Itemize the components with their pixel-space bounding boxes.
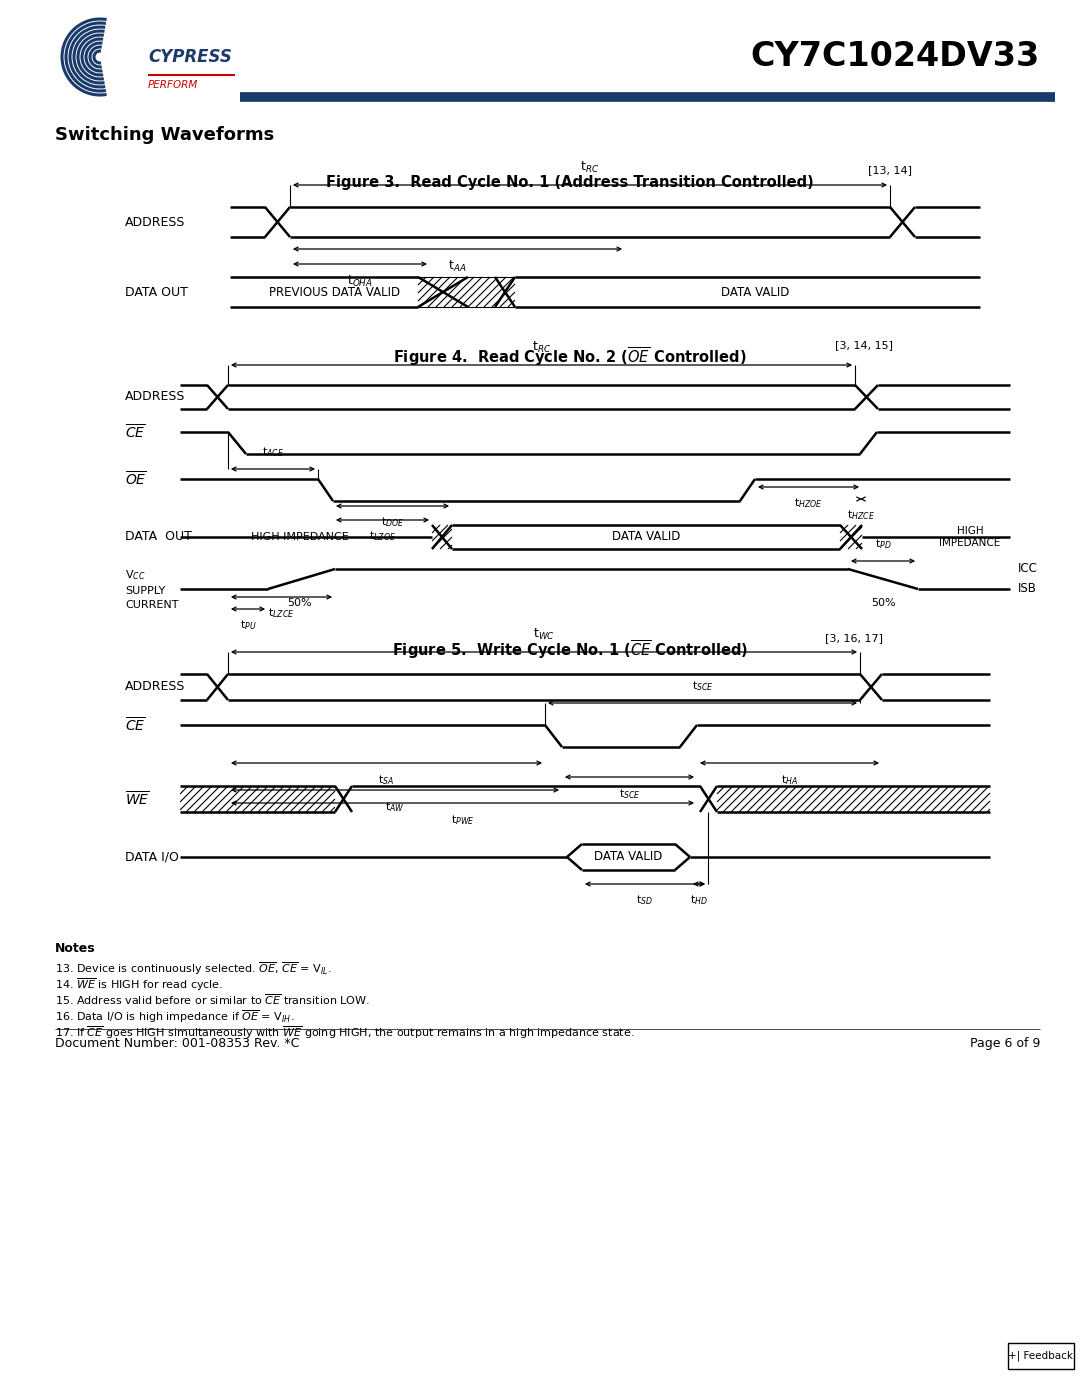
Text: PREVIOUS DATA VALID: PREVIOUS DATA VALID [269, 285, 401, 299]
Text: 13. Device is continuously selected. $\overline{OE}$, $\overline{CE}$ = V$_{IL}$: 13. Device is continuously selected. $\o… [55, 960, 332, 977]
Text: t$_{PWE}$: t$_{PWE}$ [450, 813, 474, 827]
Text: $\overline{CE}$: $\overline{CE}$ [125, 423, 146, 441]
Text: t$_{DOE}$: t$_{DOE}$ [381, 515, 404, 529]
Text: $\overline{OE}$: $\overline{OE}$ [125, 469, 147, 488]
Text: ADDRESS: ADDRESS [125, 215, 186, 229]
Text: Switching Waveforms: Switching Waveforms [55, 126, 274, 144]
Text: t$_{SA}$: t$_{SA}$ [378, 773, 394, 787]
Text: t$_{SD}$: t$_{SD}$ [636, 893, 653, 907]
Text: t$_{SCE}$: t$_{SCE}$ [691, 679, 714, 693]
Text: t$_{LZOE}$: t$_{LZOE}$ [369, 529, 396, 543]
Text: Figure 5.  Write Cycle No. 1 ($\overline{CE}$ Controlled): Figure 5. Write Cycle No. 1 ($\overline{… [392, 638, 748, 661]
Text: Figure 3.  Read Cycle No. 1 (Address Transition Controlled): Figure 3. Read Cycle No. 1 (Address Tran… [326, 175, 814, 190]
Text: t$_{HZCE}$: t$_{HZCE}$ [847, 509, 875, 522]
Text: DATA VALID: DATA VALID [594, 851, 663, 863]
Text: t$_{HA}$: t$_{HA}$ [781, 773, 798, 787]
Text: t$_{RC}$: t$_{RC}$ [580, 159, 599, 175]
Text: t$_{HD}$: t$_{HD}$ [690, 893, 708, 907]
Text: 50%: 50% [287, 598, 312, 608]
Text: t$_{PU}$: t$_{PU}$ [240, 617, 256, 631]
Text: ADDRESS: ADDRESS [125, 680, 186, 693]
Text: ISB: ISB [1018, 583, 1037, 595]
Text: 15. Address valid before or similar to $\overline{CE}$ transition LOW.: 15. Address valid before or similar to $… [55, 992, 370, 1007]
Text: V$_{CC}$
SUPPLY
CURRENT: V$_{CC}$ SUPPLY CURRENT [125, 569, 178, 610]
Text: CYPRESS: CYPRESS [148, 47, 232, 66]
Text: t$_{SCE}$: t$_{SCE}$ [619, 787, 640, 800]
Text: [3, 14, 15]: [3, 14, 15] [835, 339, 893, 351]
FancyBboxPatch shape [1008, 1343, 1074, 1369]
Text: 50%: 50% [870, 598, 895, 608]
Text: 17. If $\overline{CE}$ goes HIGH simultaneously with $\overline{WE}$ going HIGH,: 17. If $\overline{CE}$ goes HIGH simulta… [55, 1024, 635, 1041]
Text: DATA I/O: DATA I/O [125, 851, 179, 863]
Text: DATA OUT: DATA OUT [125, 285, 188, 299]
Text: t$_{ACE}$: t$_{ACE}$ [262, 446, 284, 460]
Text: Notes: Notes [55, 942, 96, 956]
Text: Document Number: 001-08353 Rev. *C: Document Number: 001-08353 Rev. *C [55, 1037, 299, 1051]
Text: t$_{LZCE}$: t$_{LZCE}$ [268, 606, 295, 620]
Text: [3, 16, 17]: [3, 16, 17] [825, 633, 883, 643]
Text: 14. $\overline{WE}$ is HIGH for read cycle.: 14. $\overline{WE}$ is HIGH for read cyc… [55, 977, 224, 993]
Text: DATA VALID: DATA VALID [611, 531, 680, 543]
Text: $\overline{CE}$: $\overline{CE}$ [125, 715, 146, 735]
Text: [13, 14]: [13, 14] [868, 165, 912, 175]
Text: t$_{OHA}$: t$_{OHA}$ [347, 274, 373, 289]
Text: $\overline{WE}$: $\overline{WE}$ [125, 789, 149, 807]
Text: t$_{HZOE}$: t$_{HZOE}$ [794, 496, 823, 510]
Text: HIGH IMPEDANCE: HIGH IMPEDANCE [252, 532, 349, 542]
Text: t$_{AA}$: t$_{AA}$ [448, 258, 467, 274]
Text: Page 6 of 9: Page 6 of 9 [970, 1037, 1040, 1051]
Text: +| Feedback: +| Feedback [1009, 1351, 1074, 1361]
Text: Figure 4.  Read Cycle No. 2 ($\overline{OE}$ Controlled): Figure 4. Read Cycle No. 2 ($\overline{O… [393, 345, 746, 369]
Text: t$_{AW}$: t$_{AW}$ [386, 800, 405, 814]
Text: ADDRESS: ADDRESS [125, 391, 186, 404]
Text: ICC: ICC [1018, 563, 1038, 576]
Text: PERFORM: PERFORM [148, 80, 199, 89]
Text: t$_{PD}$: t$_{PD}$ [875, 538, 891, 550]
Text: CY7C1024DV33: CY7C1024DV33 [751, 41, 1040, 74]
Text: 16. Data I/O is high impedance if $\overline{OE}$ = V$_{IH}$.: 16. Data I/O is high impedance if $\over… [55, 1009, 295, 1025]
Text: DATA  OUT: DATA OUT [125, 531, 192, 543]
Text: t$_{RC}$: t$_{RC}$ [532, 339, 551, 355]
Text: t$_{WC}$: t$_{WC}$ [534, 627, 555, 643]
Text: DATA VALID: DATA VALID [720, 285, 789, 299]
Text: HIGH
IMPEDANCE: HIGH IMPEDANCE [940, 525, 1001, 548]
